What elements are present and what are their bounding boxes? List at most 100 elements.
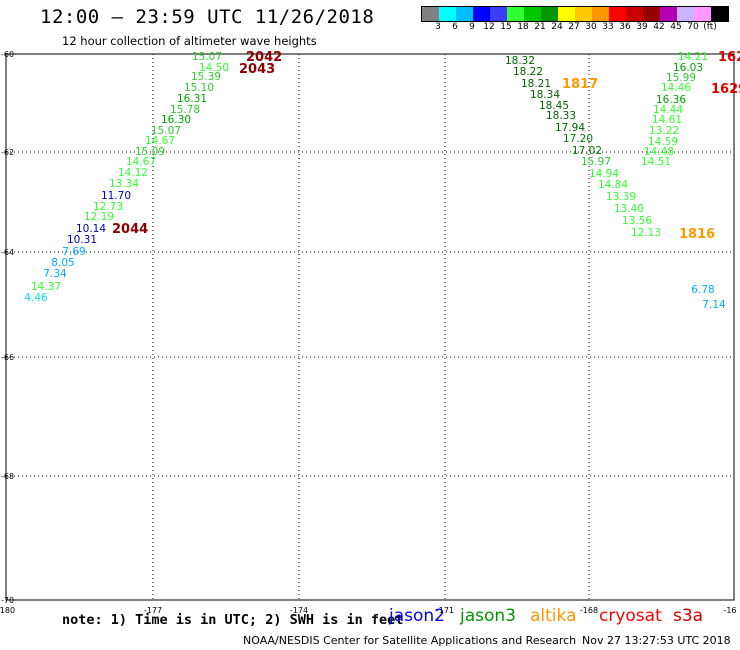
legend-swatch bbox=[439, 7, 456, 21]
wave-height-label: 14.46 bbox=[661, 82, 691, 94]
wave-height-label: 14.12 bbox=[118, 167, 148, 179]
legend-swatch bbox=[694, 7, 711, 21]
wave-height-label: 15.39 bbox=[191, 71, 221, 83]
legend-label: 70 bbox=[687, 22, 699, 32]
legend-label: 24 bbox=[551, 22, 563, 32]
legend-swatch bbox=[592, 7, 609, 21]
longitude-tick-label: -16 bbox=[723, 606, 736, 615]
wave-height-label: 14.94 bbox=[589, 168, 619, 180]
wave-height-label: 12.19 bbox=[84, 211, 114, 223]
wave-height-label: 4.46 bbox=[24, 292, 48, 304]
legend-swatch bbox=[711, 7, 728, 21]
color-scale-legend bbox=[421, 6, 729, 22]
wave-height-label: 18.33 bbox=[546, 110, 576, 122]
wave-height-label: 14.61 bbox=[652, 114, 682, 126]
wave-height-label: 13.22 bbox=[649, 125, 679, 137]
legend-swatch bbox=[473, 7, 490, 21]
pass-time-label: 2043 bbox=[239, 62, 275, 77]
legend-swatch bbox=[541, 7, 558, 21]
wave-height-label: 15.09 bbox=[135, 146, 165, 158]
wave-height-label: 15.99 bbox=[666, 72, 696, 84]
wave-height-label: 17.20 bbox=[563, 133, 593, 145]
credit-line: NOAA/NESDIS Center for Satellite Applica… bbox=[243, 634, 577, 647]
wave-height-label: 6.78 bbox=[691, 284, 714, 296]
wave-height-label: 18.34 bbox=[530, 89, 560, 101]
satellite-legend-jason2: jason2 bbox=[389, 606, 445, 626]
satellite-legend-cryosat: cryosat bbox=[599, 606, 662, 626]
wave-height-label: 8.05 bbox=[51, 257, 74, 269]
wave-height-label: 12.73 bbox=[93, 201, 123, 213]
legend-label: 18 bbox=[517, 22, 529, 32]
wave-height-label: 7.14 bbox=[702, 299, 726, 311]
wave-height-label: 14.67 bbox=[145, 135, 175, 147]
legend-label: 12 bbox=[483, 22, 495, 32]
legend-swatch bbox=[490, 7, 507, 21]
legend-swatch bbox=[558, 7, 575, 21]
legend-label: 27 bbox=[568, 22, 580, 32]
wave-height-label: 16.03 bbox=[673, 62, 703, 74]
wave-height-label: 14.84 bbox=[598, 179, 628, 191]
wave-height-label: 14.48 bbox=[644, 146, 674, 158]
pass-time-label: 2042 bbox=[246, 50, 282, 65]
legend-swatch bbox=[575, 7, 592, 21]
satellite-legend-s3a: s3a bbox=[673, 606, 704, 626]
pass-time-label: 1816 bbox=[679, 227, 715, 242]
latitude-tick-label: -66 bbox=[1, 353, 14, 362]
color-scale-labels: 3 6 9 12 15 18 21 24 27 30 33 36 39 42 45 70 (ft) bbox=[421, 22, 740, 34]
legend-label: 42 bbox=[653, 22, 665, 32]
legend-swatch bbox=[677, 7, 694, 21]
wave-height-label: 17.94 bbox=[555, 122, 585, 134]
legend-swatch bbox=[524, 7, 541, 21]
wave-height-label: 14.44 bbox=[653, 104, 683, 116]
longitude-tick-label: -171 bbox=[436, 606, 454, 615]
latitude-tick-label: -68 bbox=[1, 472, 14, 481]
legend-label: 15 bbox=[500, 22, 512, 32]
pass-time-label: 162 bbox=[718, 50, 740, 65]
wave-height-label: 15.07 bbox=[192, 51, 222, 63]
generation-timestamp: Nov 27 13:27:53 UTC 2018 bbox=[582, 634, 731, 647]
legend-label: 33 bbox=[602, 22, 614, 32]
satellite-legend-jason3: jason3 bbox=[460, 606, 516, 626]
legend-label: 3 bbox=[435, 22, 441, 32]
wave-height-label: 11.70 bbox=[101, 190, 131, 202]
wave-height-label: 14.21 bbox=[678, 51, 708, 63]
legend-swatch bbox=[643, 7, 660, 21]
wave-height-label: 13.40 bbox=[614, 203, 644, 215]
legend-label: (ft) bbox=[703, 22, 717, 32]
wave-height-label: 14.59 bbox=[648, 136, 678, 148]
map-frame bbox=[5, 53, 735, 601]
wave-height-label: 16.36 bbox=[656, 94, 686, 106]
latitude-tick-label: -64 bbox=[1, 248, 14, 257]
wave-height-label: 18.22 bbox=[513, 66, 543, 78]
wave-height-label: 18.21 bbox=[521, 78, 551, 90]
wave-height-label: 18.32 bbox=[505, 55, 535, 67]
legend-label: 9 bbox=[469, 22, 475, 32]
map-title: 12:00 – 23:59 UTC 11/26/2018 bbox=[40, 6, 375, 28]
legend-swatch bbox=[609, 7, 626, 21]
wave-height-label: 17.02 bbox=[572, 145, 602, 157]
wave-height-label: 10.14 bbox=[76, 223, 106, 235]
wave-height-label: 7.69 bbox=[62, 246, 85, 258]
latitude-tick-label: -70 bbox=[1, 596, 14, 605]
longitude-tick-label: -180 bbox=[0, 606, 15, 615]
legend-swatch bbox=[507, 7, 524, 21]
legend-swatch bbox=[660, 7, 677, 21]
wave-height-label: 14.50 bbox=[199, 62, 229, 74]
wave-height-label: 16.30 bbox=[161, 114, 191, 126]
wave-height-label: 13.56 bbox=[622, 215, 652, 227]
legend-swatch bbox=[456, 7, 473, 21]
longitude-tick-label: -174 bbox=[290, 606, 308, 615]
legend-label: 45 bbox=[670, 22, 682, 32]
wave-height-label: 7.34 bbox=[43, 268, 67, 280]
wave-height-label: 10.31 bbox=[67, 234, 97, 246]
legend-label: 39 bbox=[636, 22, 648, 32]
map-subtitle: 12 hour collection of altimeter wave hei… bbox=[62, 34, 317, 48]
pass-time-label: 1817 bbox=[562, 77, 598, 92]
latitude-tick-label: -60 bbox=[1, 50, 14, 59]
wave-height-label: 14.37 bbox=[31, 281, 61, 293]
longitude-tick-label: -168 bbox=[580, 606, 598, 615]
wave-height-label: 13.34 bbox=[109, 178, 139, 190]
latitude-tick-label: -62 bbox=[1, 148, 14, 157]
wave-height-label: 15.78 bbox=[170, 104, 200, 116]
